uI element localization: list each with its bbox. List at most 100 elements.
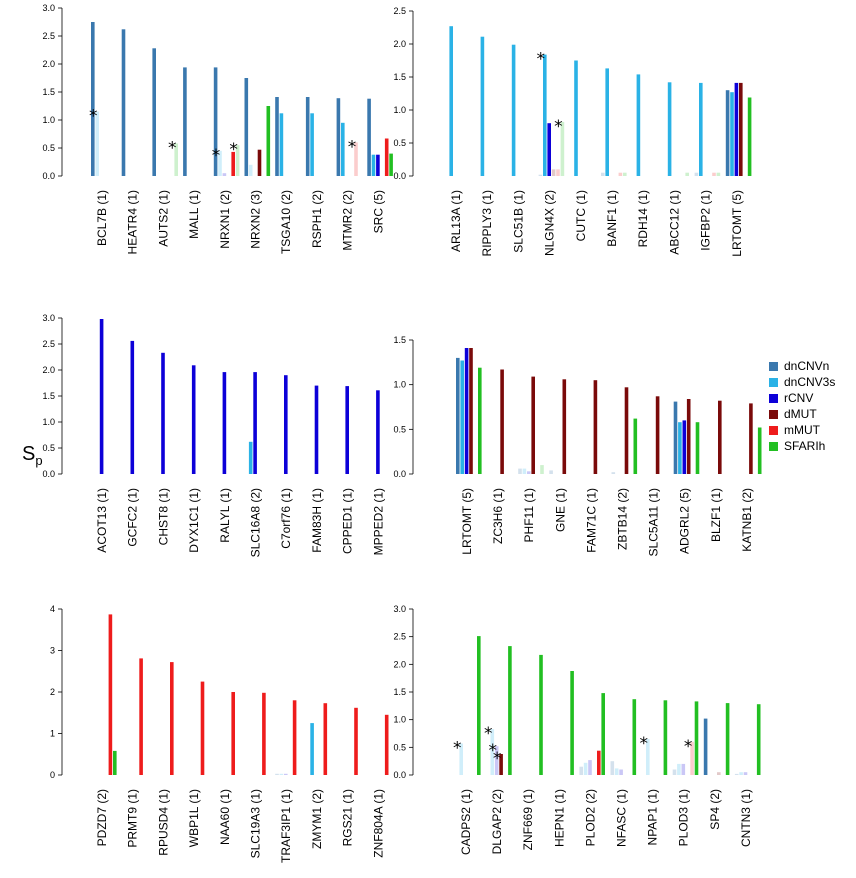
legend-label-mMUT: mMUT [784, 423, 821, 437]
bar-rCNV-10 [743, 772, 748, 775]
bar-dMUT-2 [499, 754, 503, 775]
bar-SFARIh-5 [601, 693, 605, 775]
bar-dnCNV3s-1 [449, 26, 453, 177]
bar-dnCNV3s-6 [614, 768, 619, 775]
significance-star: * [640, 734, 649, 754]
bar-dMUT-1 [469, 348, 473, 474]
category-label: ZNF669 (1) [521, 789, 535, 850]
y-tick-label: 1.5 [393, 335, 406, 345]
legend-label-SFARIh: SFARIh [784, 439, 825, 453]
y-tick-label: 1.5 [42, 391, 55, 401]
y-tick-label: 0.5 [42, 443, 55, 453]
significance-star: * [493, 749, 502, 769]
y-tick-label: 0.5 [393, 742, 406, 752]
bar-dMUT-4 [551, 169, 556, 176]
legend-swatch-dnCNVn [769, 362, 778, 371]
legend-swatch-mMUT [769, 426, 778, 435]
bar-mMUT-8 [690, 741, 694, 775]
bar-mMUT-1 [108, 614, 113, 775]
bar-SFARIh-9 [716, 172, 721, 176]
category-label: ACOT13 (1) [95, 488, 109, 553]
bar-dMUT-5 [593, 380, 598, 474]
category-label: PHF11 (1) [522, 488, 536, 542]
bar-dMUT-10 [749, 403, 753, 474]
category-label: SRC (5) [371, 190, 385, 233]
y-tick-label: 1.5 [42, 87, 55, 97]
bar-dnCNV3s-3 [511, 44, 516, 177]
y-tick-label: 1.0 [42, 417, 55, 427]
bar-dnCNV3s-7 [279, 773, 284, 775]
bar-dnCNV3s-2 [490, 729, 495, 775]
y-tick-label: 2.5 [42, 31, 55, 41]
category-label: PLOD3 (1) [677, 789, 691, 846]
category-label: AUTS2 (1) [156, 190, 170, 247]
bar-dnCNVn-4 [183, 67, 187, 176]
bar-SFARIh-10 [757, 427, 762, 474]
bar-dnCNVn-5 [213, 67, 218, 176]
bar-rCNV-8 [314, 385, 319, 474]
y-tick-label: 0.0 [42, 171, 55, 181]
bar-dnCNVn-9 [336, 98, 341, 176]
y-tick-label: 3.0 [393, 604, 406, 614]
bar-dnCNV3s-3 [522, 468, 527, 474]
bar-rCNV-1 [464, 348, 469, 474]
category-label: NLGN4X (2) [543, 190, 557, 256]
bar-dMUT-6 [624, 387, 629, 474]
bar-dnCNVn-10 [725, 90, 730, 176]
y-tick-label: 2.0 [393, 659, 406, 669]
bar-dnCNVn-9 [694, 172, 699, 176]
bar-SFARIh-1 [477, 636, 481, 775]
significance-star: * [684, 737, 693, 757]
legend-label-dMUT: dMUT [784, 407, 817, 421]
category-label: RIPPLY3 (1) [480, 190, 494, 256]
category-label: ADGRL2 (5) [678, 488, 692, 554]
bar-dMUT-7 [655, 396, 660, 474]
y-tick-label: 2.5 [393, 6, 406, 16]
category-label: HEATR4 (1) [126, 190, 140, 254]
bar-mMUT-6 [262, 692, 266, 775]
legend-swatch-SFARIh [769, 442, 778, 451]
bar-SFARIh-5 [235, 145, 240, 176]
legend-label-rCNV: rCNV [784, 391, 813, 405]
chart-panel-5: 0 1 2 3 4 PDZD7 (2) PRMT9 (1) RPUSD4 (1) WBP1L (… [50, 604, 389, 863]
legend-swatch-rCNV [769, 394, 778, 403]
category-label: DLGAP2 (2) [490, 789, 504, 854]
bar-rCNV-4 [191, 365, 196, 474]
legend-swatch-dnCNV3s [769, 378, 778, 387]
bar-dnCNVn-10 [734, 773, 739, 775]
y-tick-label: 0.5 [393, 424, 406, 434]
category-label: NRXN2 (3) [249, 190, 263, 249]
category-label: TRAF3IP1 (1) [279, 789, 293, 863]
category-label: ABCC12 (1) [667, 190, 681, 255]
bar-SFARIh-3 [174, 143, 178, 176]
bar-mMUT-10 [384, 138, 389, 176]
significance-star: * [554, 117, 563, 137]
bar-dnCNV3s-10 [739, 772, 743, 775]
y-tick-label: 0.5 [42, 143, 55, 153]
category-label: TSGA10 (2) [279, 190, 293, 254]
bar-SFARIh-7 [663, 700, 668, 775]
bar-SFARIh-2 [508, 646, 512, 775]
category-label: NAA60 (1) [218, 789, 232, 845]
bar-SFARIh-3 [540, 465, 544, 474]
legend-label-dnCNV3s: dnCNV3s [784, 375, 835, 389]
category-label: ARL13A (1) [449, 190, 463, 252]
bar-mMUT-6 [618, 172, 623, 176]
bar-rCNV-3 [161, 352, 165, 474]
category-label: MTMR2 (2) [341, 190, 355, 251]
bar-SFARIh-6 [632, 699, 637, 775]
chart-panel-3: 0.0 0.5 1.0 1.5 2.0 2.5 3.0 ACOT13 (1) GCFC2 (1)… [42, 313, 385, 557]
bar-SFARIh-9 [725, 703, 730, 775]
y-tick-label: 2.0 [42, 59, 55, 69]
bar-dMUT-9 [717, 772, 721, 775]
bar-dnCNVn-4 [549, 470, 553, 474]
bar-rCNV-1 [99, 319, 104, 474]
bar-dnCNV3s-10 [371, 154, 376, 176]
y-tick-label: 3.0 [42, 3, 55, 13]
category-label: SLC5A11 (1) [647, 488, 661, 556]
category-label: BCL7B (1) [95, 190, 109, 246]
bar-SFARIh-8 [695, 422, 700, 474]
bar-mMUT-5 [231, 151, 235, 176]
y-tick-label: 2.5 [42, 339, 55, 349]
category-label: CPPED1 (1) [341, 488, 355, 554]
